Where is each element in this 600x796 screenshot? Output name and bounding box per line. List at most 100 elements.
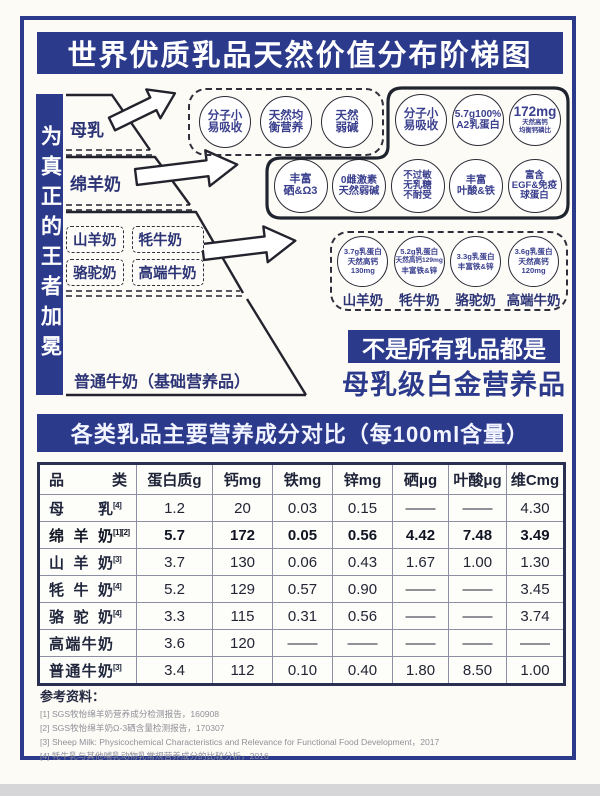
milk-name-label: 高端牛奶 — [506, 293, 561, 308]
milk-chip-yak: 牦牛奶 — [131, 226, 204, 253]
cell-value: 0.56 — [332, 521, 393, 549]
circle-text-line: 5.7g100% — [454, 108, 502, 120]
footnote-ref: [1][2] — [113, 527, 130, 537]
cell-value: 3.7 — [136, 548, 213, 576]
row-label: 高端牛奶 — [38, 629, 137, 657]
circle-text-line: 120mg — [521, 266, 546, 276]
cell-value: 1.67 — [392, 548, 449, 576]
cell-value: 3.3 — [136, 602, 213, 630]
cell-value: 3.6 — [136, 629, 213, 657]
cell-value: 0.56 — [332, 602, 393, 630]
circle-text-line: 丰富铁&锌 — [401, 265, 438, 275]
row-label: 骆驼奶[4] — [38, 602, 137, 630]
col-header: 铁mg — [272, 463, 333, 495]
milk-name: 骆驼奶 — [49, 608, 113, 626]
cell-value: 1.00 — [506, 656, 565, 685]
other-milks-benefits-box: 3.7g乳蛋白 天然高钙 130mg 山羊奶 5.2g乳蛋白 天然高钙129mg… — [330, 231, 568, 311]
cell-value: 120 — [212, 629, 273, 657]
circle-text-line: 天然高钙 — [518, 256, 549, 266]
circle-text-line: 天然均 — [268, 109, 304, 122]
row-label: 普通牛奶[3] — [38, 656, 137, 685]
reference-item: [1] SGS牧怡绵羊奶营养成分检测报告，160908 — [40, 709, 220, 719]
benefit-circle: 3.7g乳蛋白 天然高钙 130mg — [337, 236, 389, 287]
benefit-circle: 0雌激素 天然弱碱 — [332, 159, 386, 213]
col-header: 蛋白质g — [136, 463, 213, 495]
cell-value: —— — [448, 575, 507, 603]
circle-text-line: A2乳蛋白 — [456, 120, 500, 131]
circle-text-line: 分子小 — [403, 107, 439, 120]
page-title: 世界优质乳品天然价值分布阶梯图 — [37, 32, 563, 74]
footnote-ref: [3] — [113, 662, 122, 672]
reference-item: [3] Sheep Milk: Physicochemical Characte… — [40, 736, 440, 747]
circle-text-line: 丰富 — [289, 173, 312, 186]
cell-value: 129 — [212, 575, 273, 603]
benefit-circle: 5.7g100% A2乳蛋白 — [452, 94, 504, 146]
circle-text-line: EGF&免疫 — [511, 179, 558, 191]
cell-value: 0.57 — [272, 575, 333, 603]
col-header: 叶酸μg — [448, 463, 507, 495]
nutrition-table: 品类 蛋白质g 钙mg 铁mg 锌mg 硒μg 叶酸μg 维Cmg 母乳[4] … — [37, 462, 566, 686]
cell-value: 172 — [212, 521, 273, 549]
footnote-ref: [4] — [113, 581, 122, 591]
circle-text-line: 3.7g乳蛋白 — [343, 246, 382, 256]
col-header-label: 品类 — [49, 472, 127, 489]
cell-value: 0.06 — [272, 548, 333, 576]
cell-value: 1.00 — [448, 548, 507, 576]
circle-text-line: 丰富铁&锌 — [457, 261, 494, 271]
sheep-benefits-box — [265, 86, 570, 220]
circle-text-line: 130mg — [350, 266, 375, 276]
col-header: 维Cmg — [506, 463, 565, 495]
circle-text-line: 0雌激素 — [340, 174, 378, 186]
circle-text-line: 弱碱 — [335, 122, 359, 134]
milk-benefit-item: 3.7g乳蛋白 天然高钙 130mg 山羊奶 — [337, 236, 389, 309]
circle-text-line: 衡营养 — [268, 122, 304, 134]
circle-text-line: 3.6g乳蛋白 — [514, 246, 553, 256]
cell-value: —— — [272, 629, 333, 657]
benefit-circle: 富含 EGF&免疫 球蛋白 — [507, 159, 562, 213]
row-label: 山羊奶[3] — [38, 548, 137, 576]
cell-value: 1.2 — [136, 494, 213, 522]
circle-text-line: 5.2g乳蛋白 — [400, 247, 439, 257]
circle-text-line: 丰富 — [465, 174, 487, 186]
cell-value: —— — [392, 494, 449, 522]
cell-value: 5.7 — [136, 521, 213, 549]
circle-text-line: 均衡钙磷比 — [519, 127, 551, 135]
benefit-circle: 天然 弱碱 — [321, 96, 373, 148]
sheep-benefits-bottom-row: 丰富 硒&Ω3 0雌激素 天然弱碱 不过敏 无乳糖 不耐受 丰富 叶酸&铁 富含… — [269, 159, 566, 213]
footnote-ref: [3] — [113, 554, 122, 564]
milk-chip-premium-cow: 高端牛奶 — [131, 259, 204, 286]
photo-edge-strip — [0, 784, 600, 796]
milk-name: 山羊奶 — [49, 554, 113, 572]
cell-value: —— — [506, 629, 565, 657]
cell-value: 0.05 — [272, 521, 333, 549]
milk-benefit-item: 3.3g乳蛋白 丰富铁&锌 骆驼奶 — [450, 236, 502, 309]
cell-value: —— — [448, 629, 507, 657]
step-separator-dashes — [66, 149, 243, 297]
cell-value: —— — [332, 629, 393, 657]
tagline-line2: 母乳级白金营养品 — [342, 370, 566, 400]
cell-value: 3.49 — [506, 521, 565, 549]
circle-text-line: 硒&Ω3 — [283, 185, 318, 197]
milk-name: 普通牛奶 — [49, 662, 113, 680]
benefit-circle: 5.2g乳蛋白 天然高钙129mg 丰富铁&锌 — [393, 236, 445, 287]
cell-value: 8.50 — [448, 656, 507, 685]
benefit-circle: 分子小 易吸收 — [199, 96, 251, 148]
arrow-right-icon — [200, 225, 297, 264]
cell-value: 3.4 — [136, 656, 213, 685]
circle-text-line: 无乳糖 — [403, 179, 432, 191]
references-heading: 参考资料： — [40, 689, 106, 704]
circle-text-line: 叶酸&铁 — [457, 186, 495, 197]
cell-value: 7.48 — [448, 521, 507, 549]
outer-frame — [20, 16, 576, 760]
milk-benefit-item: 5.2g乳蛋白 天然高钙129mg 丰富铁&锌 牦牛奶 — [393, 236, 445, 309]
circle-text-line: 3.3g乳蛋白 — [456, 251, 495, 261]
reference-item: [4] 牦牛乳与其他哺乳动物乳常规营养成分的比较分析，2016 — [40, 750, 269, 761]
cell-value: —— — [392, 602, 449, 630]
cell-value: 115 — [212, 602, 273, 630]
row-label: 牦牛奶[4] — [38, 575, 137, 603]
milk-name-label: 骆驼奶 — [455, 293, 496, 308]
col-header: 品类 — [38, 463, 137, 495]
cell-value: 3.74 — [506, 602, 565, 630]
cell-value: —— — [448, 602, 507, 630]
